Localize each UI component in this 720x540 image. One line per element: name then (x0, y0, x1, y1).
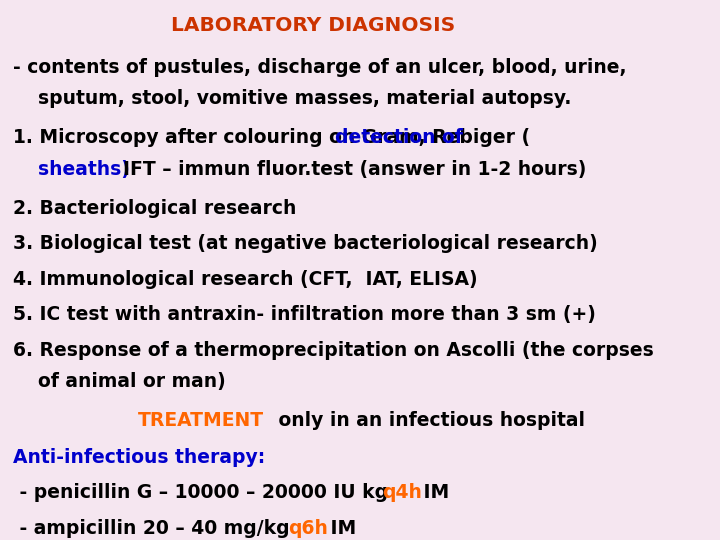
Text: sheaths): sheaths) (37, 160, 130, 179)
Text: - ampicillin 20 – 40 mg/kg: - ampicillin 20 – 40 mg/kg (12, 519, 296, 538)
Text: 6. Response of a thermoprecipitation on Ascolli (the corpses: 6. Response of a thermoprecipitation on … (12, 341, 653, 360)
Text: IM: IM (324, 519, 356, 538)
Text: of animal or man): of animal or man) (37, 372, 225, 391)
Text: 5. IC test with antraxin- infiltration more than 3 sm (+): 5. IC test with antraxin- infiltration m… (12, 305, 595, 324)
Text: detection of: detection of (335, 129, 463, 147)
Text: 4. Immunological research (CFT,  IAT, ELISA): 4. Immunological research (CFT, IAT, ELI… (12, 269, 477, 289)
Text: 1. Microscopy after colouring on Gram, Rebiger (: 1. Microscopy after colouring on Gram, R… (12, 129, 530, 147)
Text: LABORATORY DIAGNOSIS: LABORATORY DIAGNOSIS (171, 16, 455, 35)
Text: q4h: q4h (382, 483, 422, 502)
Text: IM: IM (417, 483, 449, 502)
Text: q6h: q6h (288, 519, 328, 538)
Text: - penicillin G – 10000 – 20000 IU kg: - penicillin G – 10000 – 20000 IU kg (12, 483, 394, 502)
Text: only in an infectious hospital: only in an infectious hospital (272, 411, 585, 430)
Text: TREATMENT: TREATMENT (138, 411, 264, 430)
Text: IFT – immun fluor.test (answer in 1-2 hours): IFT – immun fluor.test (answer in 1-2 ho… (109, 160, 586, 179)
Text: Anti-infectious therapy:: Anti-infectious therapy: (12, 448, 265, 467)
Text: - contents of pustules, discharge of an ulcer, blood, urine,: - contents of pustules, discharge of an … (12, 58, 626, 77)
Text: sputum, stool, vomitive masses, material autopsy.: sputum, stool, vomitive masses, material… (37, 89, 571, 109)
Text: 2. Bacteriological research: 2. Bacteriological research (12, 199, 296, 218)
Text: 3. Biological test (at negative bacteriological research): 3. Biological test (at negative bacterio… (12, 234, 598, 253)
